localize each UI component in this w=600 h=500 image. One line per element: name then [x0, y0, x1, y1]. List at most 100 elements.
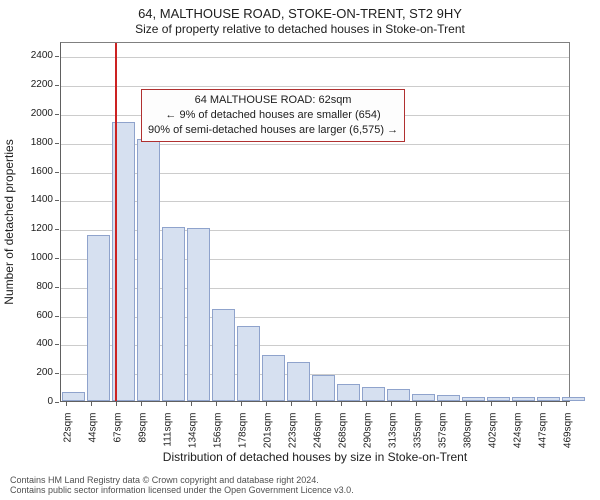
x-tick-mark — [466, 402, 467, 406]
y-tick-mark — [55, 287, 59, 288]
x-tick-mark — [241, 402, 242, 406]
gridline — [61, 86, 569, 87]
x-tick-label: 357sqm — [438, 413, 449, 453]
bar — [387, 389, 410, 401]
bar — [287, 362, 310, 401]
y-tick-label: 200 — [19, 368, 53, 378]
annotation-line3: 90% of semi-detached houses are larger (… — [148, 123, 398, 138]
x-tick-mark — [216, 402, 217, 406]
y-tick-label: 1400 — [19, 195, 53, 205]
y-axis-label: Number of detached properties — [2, 42, 18, 402]
x-tick-label: 156sqm — [213, 413, 224, 453]
y-tick-label: 2000 — [19, 109, 53, 119]
marker-line — [115, 43, 117, 401]
x-tick-label: 335sqm — [413, 413, 424, 453]
y-tick-label: 800 — [19, 282, 53, 292]
footer: Contains HM Land Registry data © Crown c… — [10, 476, 590, 496]
x-tick-mark — [366, 402, 367, 406]
y-tick-mark — [55, 143, 59, 144]
x-tick-mark — [66, 402, 67, 406]
y-tick-mark — [55, 316, 59, 317]
bar — [412, 394, 435, 401]
bar — [362, 387, 385, 401]
bar — [187, 228, 210, 401]
x-tick-mark — [566, 402, 567, 406]
x-tick-label: 290sqm — [363, 413, 374, 453]
bar — [137, 139, 160, 401]
x-tick-mark — [391, 402, 392, 406]
y-tick-label: 1600 — [19, 167, 53, 177]
annotation-line2: ← 9% of detached houses are smaller (654… — [148, 108, 398, 123]
bar — [87, 235, 110, 401]
y-tick-mark — [55, 258, 59, 259]
y-tick-label: 600 — [19, 311, 53, 321]
x-tick-mark — [191, 402, 192, 406]
x-tick-label: 44sqm — [88, 413, 99, 453]
bar — [512, 397, 535, 401]
annotation-box: 64 MALTHOUSE ROAD: 62sqm ← 9% of detache… — [141, 89, 405, 142]
y-tick-label: 1800 — [19, 138, 53, 148]
chart-title-sub: Size of property relative to detached ho… — [0, 22, 600, 36]
x-tick-mark — [291, 402, 292, 406]
y-tick-label: 2400 — [19, 51, 53, 61]
bar — [162, 227, 185, 401]
y-tick-mark — [55, 344, 59, 345]
bar — [437, 395, 460, 401]
y-tick-mark — [55, 172, 59, 173]
bar — [237, 326, 260, 401]
bar — [562, 397, 585, 401]
plot-area: 64 MALTHOUSE ROAD: 62sqm ← 9% of detache… — [60, 42, 570, 402]
x-tick-label: 402sqm — [488, 413, 499, 453]
y-tick-label: 1200 — [19, 224, 53, 234]
x-tick-label: 178sqm — [238, 413, 249, 453]
x-tick-mark — [91, 402, 92, 406]
x-tick-mark — [116, 402, 117, 406]
x-tick-mark — [516, 402, 517, 406]
x-tick-label: 89sqm — [138, 413, 149, 453]
y-tick-mark — [55, 229, 59, 230]
x-tick-mark — [416, 402, 417, 406]
x-tick-label: 313sqm — [388, 413, 399, 453]
y-tick-mark — [55, 402, 59, 403]
x-tick-label: 268sqm — [338, 413, 349, 453]
x-tick-label: 111sqm — [163, 413, 174, 453]
x-tick-mark — [441, 402, 442, 406]
bar — [462, 397, 485, 401]
y-tick-label: 1000 — [19, 253, 53, 263]
x-tick-label: 22sqm — [63, 413, 74, 453]
y-tick-mark — [55, 200, 59, 201]
y-tick-mark — [55, 114, 59, 115]
y-tick-mark — [55, 373, 59, 374]
x-tick-mark — [316, 402, 317, 406]
bar — [262, 355, 285, 401]
x-tick-label: 223sqm — [288, 413, 299, 453]
gridline — [61, 57, 569, 58]
y-tick-mark — [55, 85, 59, 86]
bar — [537, 397, 560, 401]
x-tick-mark — [541, 402, 542, 406]
x-tick-label: 201sqm — [263, 413, 274, 453]
footer-line2: Contains public sector information licen… — [10, 486, 590, 496]
y-tick-label: 0 — [19, 397, 53, 407]
x-tick-label: 447sqm — [538, 413, 549, 453]
y-tick-label: 400 — [19, 339, 53, 349]
y-tick-label: 2200 — [19, 80, 53, 90]
x-tick-label: 469sqm — [563, 413, 574, 453]
x-tick-mark — [491, 402, 492, 406]
x-tick-label: 424sqm — [513, 413, 524, 453]
x-tick-label: 246sqm — [313, 413, 324, 453]
x-tick-mark — [341, 402, 342, 406]
y-tick-mark — [55, 56, 59, 57]
bar — [337, 384, 360, 401]
x-tick-mark — [166, 402, 167, 406]
bar — [312, 375, 335, 401]
bar — [62, 392, 85, 401]
x-tick-mark — [266, 402, 267, 406]
x-tick-label: 134sqm — [188, 413, 199, 453]
x-tick-label: 380sqm — [463, 413, 474, 453]
bar — [487, 397, 510, 401]
chart-title-main: 64, MALTHOUSE ROAD, STOKE-ON-TRENT, ST2 … — [0, 6, 600, 21]
bar — [212, 309, 235, 401]
x-tick-mark — [141, 402, 142, 406]
x-tick-label: 67sqm — [113, 413, 124, 453]
